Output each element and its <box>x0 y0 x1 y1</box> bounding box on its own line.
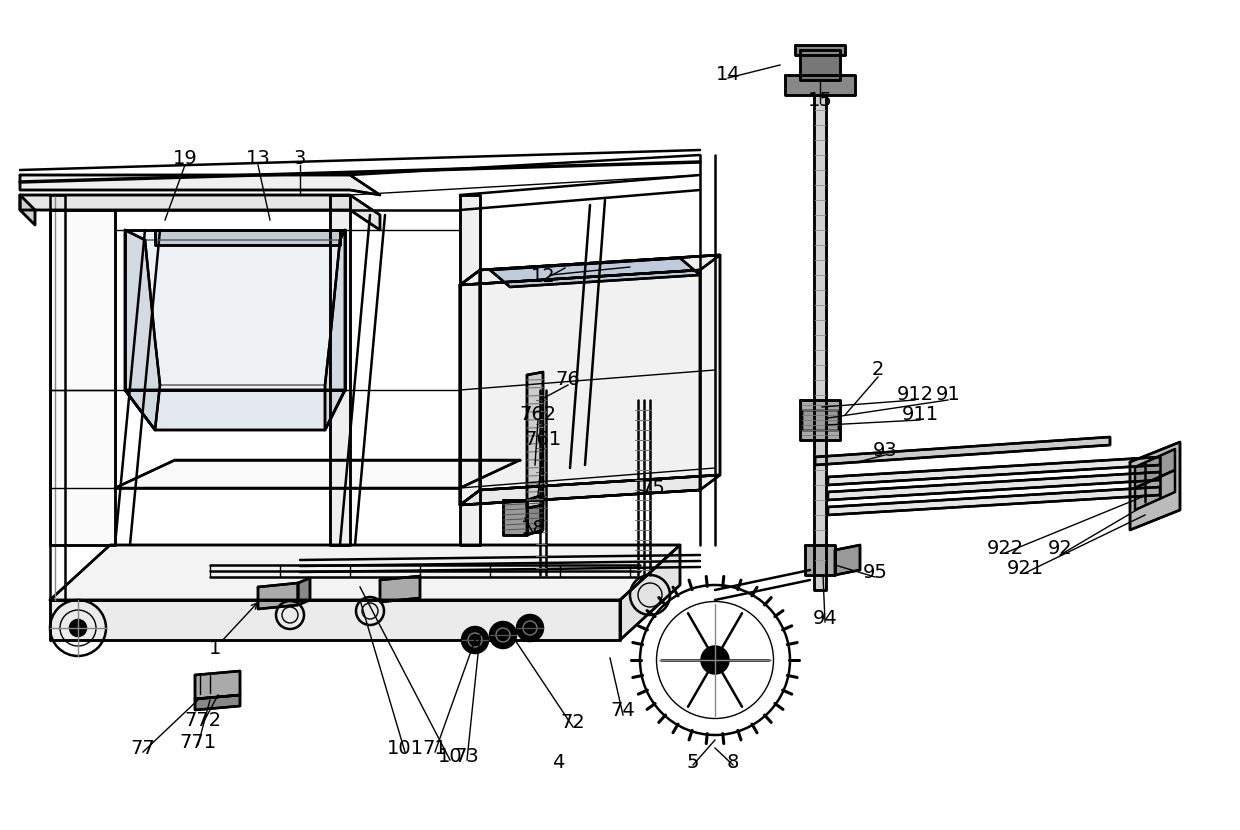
Circle shape <box>527 625 533 631</box>
Text: 762: 762 <box>520 406 557 424</box>
Text: 10: 10 <box>438 748 463 766</box>
Polygon shape <box>50 600 620 640</box>
Text: 91: 91 <box>936 385 960 404</box>
Text: 912: 912 <box>897 385 934 404</box>
Text: 772: 772 <box>185 710 222 730</box>
Text: 18: 18 <box>521 519 546 538</box>
Circle shape <box>463 627 489 653</box>
Polygon shape <box>125 230 345 390</box>
Polygon shape <box>480 255 720 490</box>
Text: 1: 1 <box>208 638 221 657</box>
Polygon shape <box>1135 470 1176 510</box>
Polygon shape <box>298 578 310 605</box>
Text: 5: 5 <box>687 753 699 772</box>
Polygon shape <box>325 230 345 430</box>
Text: 771: 771 <box>180 733 217 751</box>
Text: 94: 94 <box>812 608 837 627</box>
Polygon shape <box>460 270 701 505</box>
Polygon shape <box>115 460 520 488</box>
Circle shape <box>69 620 86 636</box>
Polygon shape <box>125 230 160 430</box>
Text: 76: 76 <box>556 370 580 389</box>
Polygon shape <box>828 457 1159 485</box>
Polygon shape <box>125 390 345 430</box>
Circle shape <box>702 647 729 673</box>
Polygon shape <box>195 671 241 699</box>
Polygon shape <box>155 230 340 245</box>
Polygon shape <box>828 487 1159 515</box>
Circle shape <box>500 632 506 638</box>
Text: 8: 8 <box>727 753 739 772</box>
Polygon shape <box>795 45 844 55</box>
Text: 3: 3 <box>294 149 306 168</box>
Text: 921: 921 <box>1007 559 1044 578</box>
Polygon shape <box>490 258 701 287</box>
Text: 77: 77 <box>130 739 155 758</box>
Text: 12: 12 <box>531 267 556 286</box>
Text: 13: 13 <box>246 149 270 168</box>
Polygon shape <box>1135 449 1176 488</box>
Polygon shape <box>460 195 480 545</box>
Polygon shape <box>258 583 298 609</box>
Polygon shape <box>20 195 379 230</box>
Polygon shape <box>460 255 720 285</box>
Polygon shape <box>460 475 720 505</box>
Polygon shape <box>828 472 1159 500</box>
Polygon shape <box>802 410 838 430</box>
Polygon shape <box>379 576 420 602</box>
Text: 74: 74 <box>610 701 635 720</box>
Polygon shape <box>50 210 115 545</box>
Text: 4: 4 <box>552 753 564 772</box>
Polygon shape <box>1130 442 1180 530</box>
Polygon shape <box>195 695 241 710</box>
Polygon shape <box>527 495 543 535</box>
Polygon shape <box>805 545 835 575</box>
Polygon shape <box>785 75 856 95</box>
Text: 761: 761 <box>525 431 562 450</box>
Polygon shape <box>20 175 379 195</box>
Text: 15: 15 <box>807 90 832 110</box>
Polygon shape <box>330 195 350 545</box>
Text: 71: 71 <box>423 739 448 758</box>
Polygon shape <box>460 270 480 505</box>
Circle shape <box>490 622 516 648</box>
Text: 73: 73 <box>455 748 480 766</box>
Circle shape <box>517 615 543 641</box>
Text: 14: 14 <box>715 66 740 85</box>
Polygon shape <box>800 400 839 440</box>
Text: 75: 75 <box>641 479 666 497</box>
Polygon shape <box>813 95 826 590</box>
Circle shape <box>472 637 477 643</box>
Text: 2: 2 <box>872 360 884 379</box>
Polygon shape <box>800 50 839 80</box>
Text: 72: 72 <box>560 712 585 731</box>
Polygon shape <box>503 500 527 535</box>
Text: 95: 95 <box>863 563 888 582</box>
Text: 19: 19 <box>172 149 197 168</box>
Text: 922: 922 <box>987 539 1023 558</box>
Text: 911: 911 <box>901 406 939 424</box>
Text: 101: 101 <box>387 739 424 758</box>
Polygon shape <box>620 545 680 640</box>
Polygon shape <box>50 545 680 600</box>
Polygon shape <box>20 195 35 225</box>
Text: 92: 92 <box>1048 539 1073 558</box>
Polygon shape <box>527 372 543 508</box>
Polygon shape <box>835 545 861 575</box>
Polygon shape <box>815 437 1110 465</box>
Text: 93: 93 <box>873 441 898 460</box>
